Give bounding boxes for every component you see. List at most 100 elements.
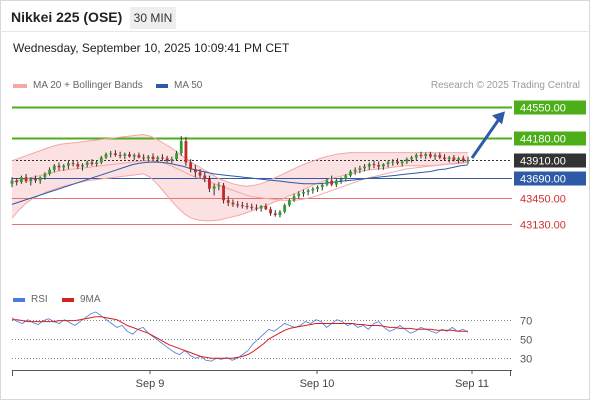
candle-up	[349, 171, 352, 176]
rsi-tick-label: 50	[520, 335, 532, 347]
candle-down	[161, 157, 164, 159]
candle-up	[19, 177, 23, 183]
candle-down	[137, 155, 141, 158]
candle-up	[175, 153, 178, 160]
candle-down	[396, 161, 399, 164]
candle-up	[10, 180, 14, 184]
candle-up	[325, 180, 329, 185]
ma50-swatch	[156, 83, 168, 88]
candle-up	[405, 159, 409, 162]
candle-up	[320, 184, 324, 188]
candle-down	[419, 155, 423, 157]
bollinger-lower-line	[11, 161, 469, 222]
candle-up	[132, 155, 136, 157]
rsi-9ma-line	[12, 316, 468, 359]
forecast-arrow-shaft	[470, 115, 503, 159]
candle-down	[428, 154, 432, 157]
candle-down	[222, 185, 225, 201]
candle-down	[377, 164, 381, 167]
candle-down	[118, 155, 122, 157]
x-axis-tick-label: Sep 9	[136, 378, 165, 390]
candle-up	[433, 155, 437, 157]
candle-down	[165, 158, 169, 161]
candle-up	[414, 155, 418, 158]
candle-down	[34, 178, 37, 181]
legend-ma50: MA 50	[156, 80, 202, 91]
candle-up	[391, 161, 395, 163]
header-divider	[0, 31, 590, 32]
candle-up	[353, 169, 357, 172]
candle-up	[48, 169, 52, 174]
candle-down	[255, 207, 258, 209]
level-tag-label: 43910.00	[520, 156, 566, 168]
candle-down	[128, 154, 131, 157]
candle-down	[24, 177, 28, 182]
candle-up	[457, 158, 461, 160]
bollinger-band-fill	[12, 134, 468, 221]
legend-rsi: RSI	[13, 294, 48, 305]
candle-down	[76, 164, 80, 167]
candle-down	[90, 162, 94, 165]
candle-up	[447, 157, 451, 160]
level-tag-label: 44550.00	[520, 103, 566, 115]
candle-up	[43, 173, 47, 178]
candle-down	[184, 141, 188, 163]
candle-down	[193, 169, 197, 173]
candle-down	[231, 202, 235, 205]
candle-up	[287, 200, 291, 206]
instrument-title: Nikkei 225 (OSE)	[11, 9, 123, 25]
candle-up	[424, 154, 428, 156]
candle-down	[226, 200, 230, 203]
candle-up	[306, 190, 310, 193]
candle-down	[264, 206, 268, 210]
rsi-swatch	[13, 297, 25, 302]
forecast-arrow-head	[492, 111, 505, 125]
legend-9ma-label: 9MA	[80, 294, 101, 305]
ma50-line	[11, 161, 469, 205]
candle-up	[156, 157, 160, 160]
candle-down	[452, 157, 456, 160]
candle-down	[250, 206, 254, 208]
candle-up	[62, 165, 66, 168]
candle-up	[85, 162, 89, 165]
candle-up	[104, 154, 108, 158]
timestamp: Wednesday, September 10, 2025 10:09:41 P…	[13, 41, 290, 55]
candle-up	[278, 211, 282, 216]
legend-bollinger: MA 20 + Bollinger Bands	[13, 80, 143, 91]
candle-up	[38, 177, 42, 181]
candle-up	[466, 159, 470, 161]
candle-down	[114, 153, 117, 156]
candle-up	[109, 153, 113, 155]
x-axis-tick-label: Sep 11	[455, 378, 489, 390]
candle-down	[198, 172, 202, 176]
candle-up	[179, 141, 183, 154]
candle-up	[358, 168, 362, 170]
candle-down	[189, 162, 193, 169]
level-tag-label: 43690.00	[520, 174, 566, 186]
candle-up	[146, 156, 150, 159]
candle-up	[81, 164, 84, 167]
candle-up	[334, 180, 338, 185]
candle-down	[372, 164, 376, 166]
candle-up	[170, 159, 174, 161]
timeframe-badge[interactable]: 30 MIN	[130, 7, 176, 29]
candle-down	[273, 213, 277, 216]
candle-up	[95, 162, 99, 165]
candle-up	[410, 157, 413, 160]
level-tag-label: 43450.00	[520, 194, 566, 206]
candle-up	[316, 187, 319, 189]
candle-up	[123, 154, 127, 156]
candle-down	[208, 178, 211, 189]
ma9-swatch	[62, 297, 74, 302]
candle-down	[57, 165, 61, 168]
candle-up	[344, 175, 348, 179]
candle-down	[236, 204, 240, 206]
level-tag-bg	[514, 131, 586, 146]
ma20-line	[11, 160, 469, 201]
candle-down	[15, 180, 19, 183]
candle-up	[52, 165, 56, 170]
candle-down	[443, 157, 446, 160]
level-tag-bg	[514, 171, 586, 186]
level-tag-label: 44180.00	[520, 134, 566, 146]
